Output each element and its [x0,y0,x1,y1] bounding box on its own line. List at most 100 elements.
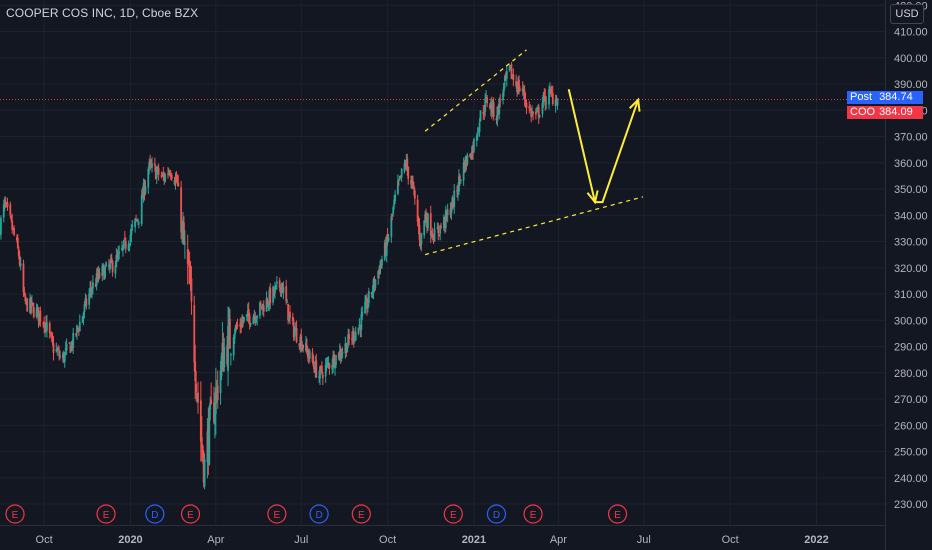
candle [374,278,377,291]
candle-body [397,181,399,194]
candle [378,265,381,279]
candle [390,213,393,243]
y-tick-label: 360.00 [894,158,928,170]
candle-body [6,202,9,207]
candle-body [16,238,19,249]
candle [332,350,335,374]
candle-body [229,319,231,349]
candle-body [135,218,137,220]
upper-trendline[interactable] [424,49,527,132]
candle-body [115,255,118,267]
candle [315,353,318,379]
candle-body [479,110,482,122]
candle-body [182,229,184,231]
candle [412,182,415,196]
candle [260,306,263,311]
price-axis[interactable]: 230.00 240.00 250.00 260.00 270.00 280.00 290.… [885,0,932,550]
candle [207,407,210,476]
candle-body [164,174,167,182]
candle [3,196,6,212]
time-axis[interactable]: Oct 2020 Apr Jul Oct 2021 Apr Jul Oct 2022 [0,525,885,547]
candle-body [229,354,232,356]
candle-body [528,106,531,109]
candle-body [15,237,18,241]
candle [502,88,504,105]
candle [235,321,238,331]
lower-trendline[interactable] [424,196,644,256]
drawing-annotations [0,49,885,256]
candle-body [412,180,414,185]
candle-body [243,317,245,321]
candle [38,313,41,326]
candle [466,152,469,167]
candle-body [261,303,264,309]
earnings-marker[interactable]: E [523,504,543,524]
candle [135,214,137,223]
candle [550,85,553,97]
candle-body [173,180,176,185]
candle-body [491,101,494,114]
candle-body [556,98,559,106]
currency-button[interactable]: USD [890,4,924,24]
event-marker-circle [309,504,329,524]
candle-body [232,337,235,356]
candle-body [183,243,186,245]
dividend-marker[interactable]: D [309,504,329,524]
earnings-marker[interactable]: E [351,504,371,524]
earnings-marker[interactable]: E [180,504,201,524]
candle [143,179,146,201]
candle [216,370,219,409]
earnings-marker[interactable]: E [5,504,25,524]
candle [222,332,225,372]
candle-body [269,288,272,304]
candle [462,157,465,186]
candle [503,82,505,97]
candle [175,170,178,183]
candle-body [144,186,147,193]
candle [254,311,257,326]
candle [177,175,180,187]
candle [399,175,402,179]
candle-body [39,310,42,322]
candle [419,240,422,250]
candle-body [175,176,178,182]
candle-body [301,345,304,351]
earnings-marker[interactable]: E [607,504,628,524]
earnings-marker[interactable]: E [443,504,463,524]
candle-body [278,280,281,288]
candle [266,297,269,308]
candle [321,371,324,386]
candle-body [531,111,534,116]
candle-body [216,385,219,400]
candle [482,105,485,120]
candle [236,318,239,330]
candle [359,324,362,338]
candle-body [438,234,441,236]
candle [245,313,248,321]
candle-body [542,94,545,103]
dividend-marker[interactable]: D [486,504,507,524]
zigzag-arrow[interactable] [567,89,640,204]
candle [489,98,492,117]
candle-body [117,253,120,259]
candle [215,379,218,404]
candle [475,133,478,147]
candle [285,279,288,305]
candle [69,344,72,353]
earnings-marker[interactable]: E [267,504,287,524]
candle-body [538,115,541,117]
earnings-marker[interactable]: E [96,504,116,524]
event-marker-label: E [450,510,457,521]
candle [206,418,209,479]
dividend-marker[interactable]: D [145,504,165,524]
candle [510,62,513,80]
candle-body [239,323,242,327]
candle-body [371,291,374,295]
event-marker-label: E [187,510,194,521]
candle-body [466,154,469,165]
candle-body [288,314,290,322]
candle [255,316,258,324]
candle-body [390,216,393,237]
candle [101,263,104,282]
